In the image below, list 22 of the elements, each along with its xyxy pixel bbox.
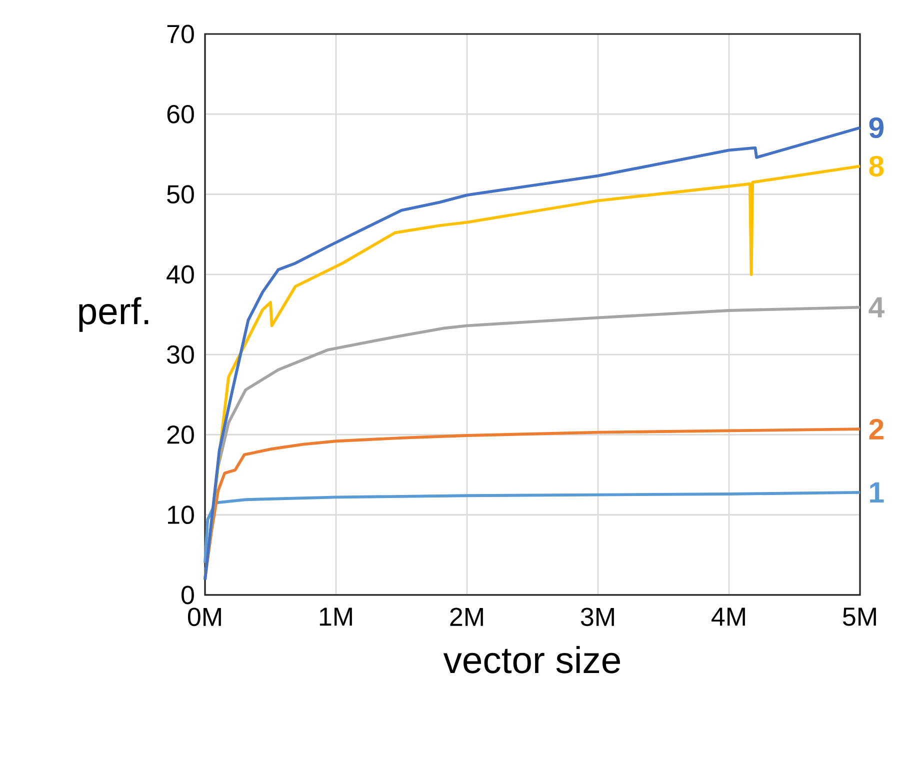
y-tick-label: 50	[167, 185, 194, 204]
x-tick-label: 3M	[580, 608, 614, 626]
y-tick-label: 0	[182, 586, 194, 604]
x-tick-label: 2M	[450, 608, 483, 626]
y-tick-label: 70	[167, 24, 194, 44]
x-tick-label: 4M	[712, 608, 745, 626]
x-tick-label: 0M	[188, 608, 221, 626]
x-tick-label: 5M	[842, 608, 876, 626]
series-label: 1	[870, 482, 884, 502]
x-axis-title: vector size	[443, 646, 620, 674]
series-label: 4	[868, 297, 884, 318]
series-label: 9	[869, 117, 884, 138]
y-tick-label: 20	[167, 426, 194, 444]
line-series	[204, 490, 862, 564]
series-label: 2	[869, 418, 884, 440]
series-label: 8	[869, 156, 884, 177]
y-axis-title: perf.	[79, 297, 148, 332]
x-tick-label: 1M	[320, 608, 352, 626]
y-tick-label: 10	[168, 506, 194, 524]
y-tick-label: 40	[166, 265, 194, 284]
y-tick-label: 30	[167, 345, 194, 364]
y-tick-label: 60	[167, 104, 194, 124]
